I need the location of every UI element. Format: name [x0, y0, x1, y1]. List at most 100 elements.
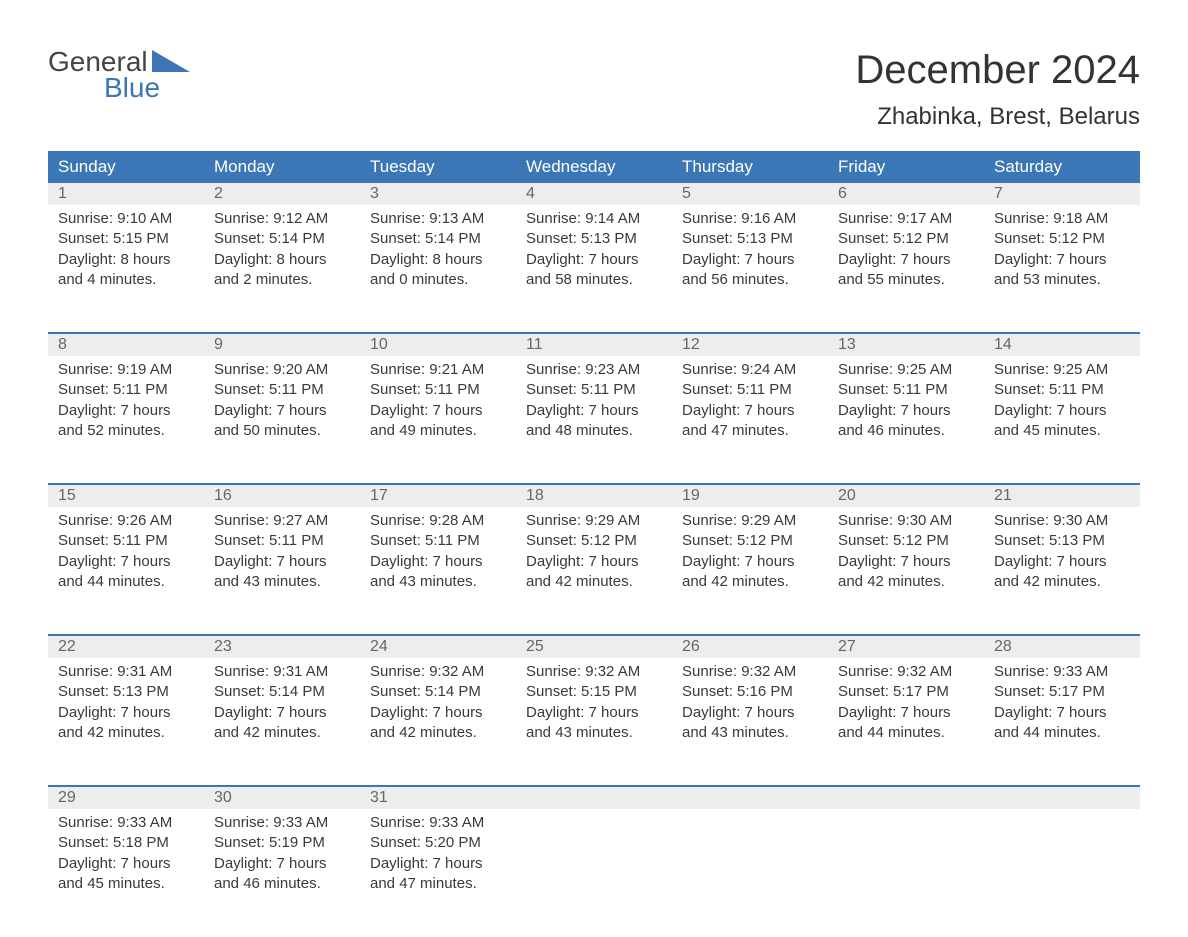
weekday-header: Thursday	[672, 151, 828, 183]
day-cell: Sunrise: 9:25 AMSunset: 5:11 PMDaylight:…	[984, 356, 1140, 484]
sunrise-line: Sunrise: 9:33 AM	[994, 662, 1130, 682]
sunrise-line: Sunrise: 9:31 AM	[58, 662, 194, 682]
daylight-line: Daylight: 7 hours and 44 minutes.	[58, 552, 194, 593]
sunrise-line: Sunrise: 9:17 AM	[838, 209, 974, 229]
daylight-line: Daylight: 8 hours and 2 minutes.	[214, 250, 350, 291]
day-cell: Sunrise: 9:10 AMSunset: 5:15 PMDaylight:…	[48, 205, 204, 333]
daylight-line: Daylight: 7 hours and 47 minutes.	[370, 854, 506, 895]
calendar-table: SundayMondayTuesdayWednesdayThursdayFrid…	[48, 151, 1140, 937]
sunrise-line: Sunrise: 9:33 AM	[370, 813, 506, 833]
day-number-row: 293031	[48, 787, 1140, 809]
sunset-line: Sunset: 5:20 PM	[370, 833, 506, 853]
day-number: 25	[516, 636, 672, 658]
sunrise-line: Sunrise: 9:27 AM	[214, 511, 350, 531]
day-number: 8	[48, 334, 204, 356]
day-number-row: 22232425262728	[48, 636, 1140, 658]
daylight-line: Daylight: 7 hours and 42 minutes.	[214, 703, 350, 744]
sunrise-line: Sunrise: 9:13 AM	[370, 209, 506, 229]
daylight-line: Daylight: 8 hours and 4 minutes.	[58, 250, 194, 291]
day-number: 3	[360, 183, 516, 205]
day-cell: Sunrise: 9:17 AMSunset: 5:12 PMDaylight:…	[828, 205, 984, 333]
logo-text-blue: Blue	[48, 74, 190, 102]
sunset-line: Sunset: 5:16 PM	[682, 682, 818, 702]
sunset-line: Sunset: 5:12 PM	[838, 531, 974, 551]
weekday-header: Sunday	[48, 151, 204, 183]
sunset-line: Sunset: 5:13 PM	[526, 229, 662, 249]
day-number: 9	[204, 334, 360, 356]
daylight-line: Daylight: 7 hours and 42 minutes.	[526, 552, 662, 593]
sunset-line: Sunset: 5:19 PM	[214, 833, 350, 853]
sunrise-line: Sunrise: 9:20 AM	[214, 360, 350, 380]
day-number: 14	[984, 334, 1140, 356]
sunrise-line: Sunrise: 9:32 AM	[838, 662, 974, 682]
daylight-line: Daylight: 7 hours and 43 minutes.	[214, 552, 350, 593]
day-cell: Sunrise: 9:31 AMSunset: 5:14 PMDaylight:…	[204, 658, 360, 786]
day-data-row: Sunrise: 9:19 AMSunset: 5:11 PMDaylight:…	[48, 356, 1140, 484]
sunrise-line: Sunrise: 9:10 AM	[58, 209, 194, 229]
daylight-line: Daylight: 7 hours and 58 minutes.	[526, 250, 662, 291]
day-number-row: 891011121314	[48, 334, 1140, 356]
daylight-line: Daylight: 7 hours and 42 minutes.	[994, 552, 1130, 593]
page-title: December 2024	[855, 48, 1140, 93]
sunrise-line: Sunrise: 9:28 AM	[370, 511, 506, 531]
day-number	[516, 787, 672, 809]
sunrise-line: Sunrise: 9:25 AM	[838, 360, 974, 380]
sunrise-line: Sunrise: 9:26 AM	[58, 511, 194, 531]
sunrise-line: Sunrise: 9:29 AM	[682, 511, 818, 531]
daylight-line: Daylight: 7 hours and 53 minutes.	[994, 250, 1130, 291]
day-number: 11	[516, 334, 672, 356]
sunrise-line: Sunrise: 9:16 AM	[682, 209, 818, 229]
sunset-line: Sunset: 5:11 PM	[214, 531, 350, 551]
sunset-line: Sunset: 5:14 PM	[370, 229, 506, 249]
day-number: 20	[828, 485, 984, 507]
sunrise-line: Sunrise: 9:33 AM	[58, 813, 194, 833]
daylight-line: Daylight: 7 hours and 44 minutes.	[994, 703, 1130, 744]
day-number: 24	[360, 636, 516, 658]
day-number: 1	[48, 183, 204, 205]
sunset-line: Sunset: 5:14 PM	[214, 229, 350, 249]
day-cell: Sunrise: 9:13 AMSunset: 5:14 PMDaylight:…	[360, 205, 516, 333]
sunset-line: Sunset: 5:11 PM	[838, 380, 974, 400]
weekday-header: Friday	[828, 151, 984, 183]
day-cell: Sunrise: 9:25 AMSunset: 5:11 PMDaylight:…	[828, 356, 984, 484]
day-cell: Sunrise: 9:32 AMSunset: 5:16 PMDaylight:…	[672, 658, 828, 786]
weekday-header-row: SundayMondayTuesdayWednesdayThursdayFrid…	[48, 151, 1140, 183]
day-number: 10	[360, 334, 516, 356]
day-number: 21	[984, 485, 1140, 507]
sunrise-line: Sunrise: 9:14 AM	[526, 209, 662, 229]
sunset-line: Sunset: 5:13 PM	[994, 531, 1130, 551]
day-number: 15	[48, 485, 204, 507]
day-number: 7	[984, 183, 1140, 205]
day-data-row: Sunrise: 9:10 AMSunset: 5:15 PMDaylight:…	[48, 205, 1140, 333]
sunrise-line: Sunrise: 9:12 AM	[214, 209, 350, 229]
day-cell: Sunrise: 9:30 AMSunset: 5:13 PMDaylight:…	[984, 507, 1140, 635]
day-cell: Sunrise: 9:18 AMSunset: 5:12 PMDaylight:…	[984, 205, 1140, 333]
sunrise-line: Sunrise: 9:32 AM	[370, 662, 506, 682]
sunset-line: Sunset: 5:11 PM	[58, 380, 194, 400]
sunset-line: Sunset: 5:11 PM	[682, 380, 818, 400]
daylight-line: Daylight: 7 hours and 49 minutes.	[370, 401, 506, 442]
sunset-line: Sunset: 5:14 PM	[214, 682, 350, 702]
logo-sail-icon	[152, 50, 190, 72]
daylight-line: Daylight: 7 hours and 43 minutes.	[682, 703, 818, 744]
day-number: 5	[672, 183, 828, 205]
day-cell: Sunrise: 9:29 AMSunset: 5:12 PMDaylight:…	[516, 507, 672, 635]
day-number: 27	[828, 636, 984, 658]
daylight-line: Daylight: 7 hours and 46 minutes.	[214, 854, 350, 895]
sunset-line: Sunset: 5:14 PM	[370, 682, 506, 702]
daylight-line: Daylight: 7 hours and 45 minutes.	[58, 854, 194, 895]
sunset-line: Sunset: 5:13 PM	[682, 229, 818, 249]
day-cell: Sunrise: 9:23 AMSunset: 5:11 PMDaylight:…	[516, 356, 672, 484]
sunset-line: Sunset: 5:18 PM	[58, 833, 194, 853]
sunrise-line: Sunrise: 9:32 AM	[682, 662, 818, 682]
day-number: 31	[360, 787, 516, 809]
sunset-line: Sunset: 5:15 PM	[58, 229, 194, 249]
sunset-line: Sunset: 5:11 PM	[370, 380, 506, 400]
logo: General Blue	[48, 48, 190, 102]
day-cell: Sunrise: 9:30 AMSunset: 5:12 PMDaylight:…	[828, 507, 984, 635]
sunset-line: Sunset: 5:11 PM	[214, 380, 350, 400]
day-number: 23	[204, 636, 360, 658]
sunset-line: Sunset: 5:17 PM	[994, 682, 1130, 702]
sunrise-line: Sunrise: 9:25 AM	[994, 360, 1130, 380]
daylight-line: Daylight: 7 hours and 42 minutes.	[370, 703, 506, 744]
